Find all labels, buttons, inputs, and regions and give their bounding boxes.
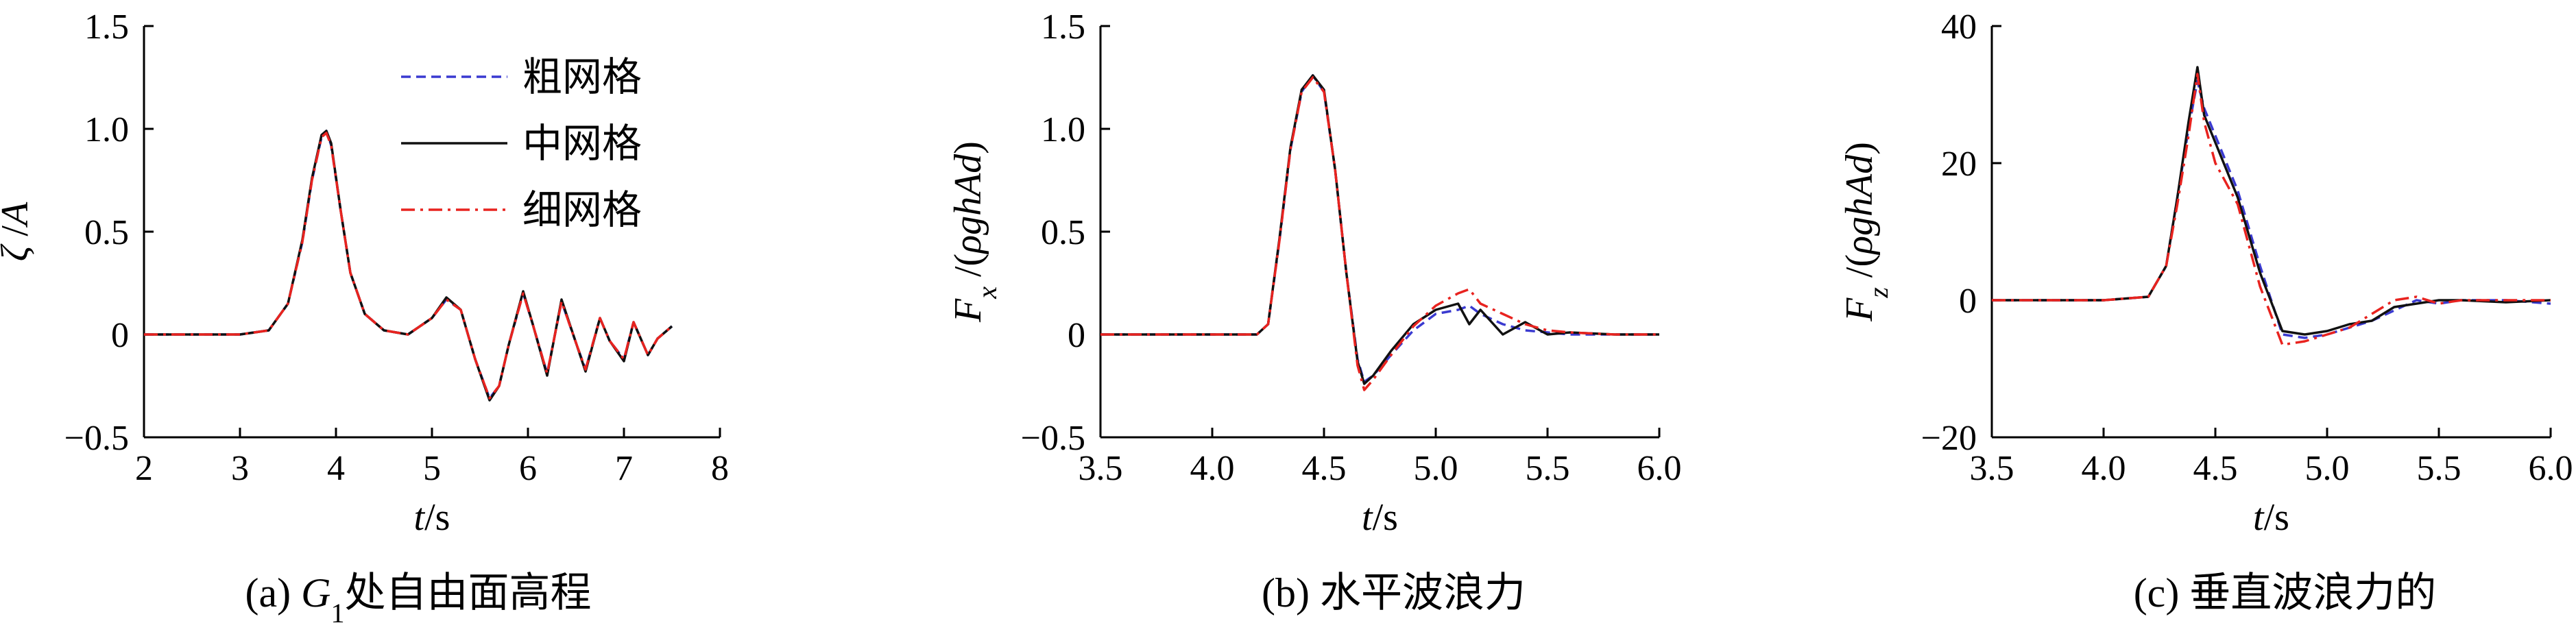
x-tick-label: 4.5 [2193, 449, 2238, 488]
panel-caption: (a) G1处自由面高程 [245, 570, 592, 629]
x-tick-label: 6 [519, 449, 537, 488]
panel-c-vertical-wave-force: 3.5 4.0 4.5 5.0 5.5 6.0 −20 0 20 40 t/s Fz /(ρghAd)… [1838, 8, 2573, 615]
x-tick-label: 5 [423, 449, 441, 488]
y-tick-label: −20 [1921, 419, 1977, 458]
x-tick-label: 5.0 [2305, 449, 2350, 488]
series-line-3 [1992, 73, 2551, 346]
legend-label-1: 粗网格 [522, 55, 642, 99]
x-tick-label: 5.5 [1526, 449, 1570, 488]
x-tick-label: 5.0 [1414, 449, 1458, 488]
y-tick-label: −0.5 [1021, 419, 1085, 458]
x-tick-label: 7 [615, 449, 633, 488]
x-tick-label: 4.0 [1190, 449, 1235, 488]
y-tick-label: 0 [1959, 282, 1977, 321]
y-axis-label: ζ /A [0, 202, 36, 261]
series-line-2 [144, 130, 673, 402]
y-tick-label: 1.5 [84, 8, 129, 47]
series-line-1 [1100, 74, 1659, 383]
x-tick-label: 3 [231, 449, 249, 488]
series-line-3 [144, 132, 673, 400]
x-tick-label: 2 [135, 449, 153, 488]
x-tick-label: 3.5 [1079, 449, 1123, 488]
y-tick-label: 0 [111, 316, 129, 355]
legend-label-2: 中网格 [522, 121, 642, 166]
y-tick-label: 40 [1941, 8, 1977, 47]
x-tick-label: 4.0 [2082, 449, 2126, 488]
panel-caption: (c) 垂直波浪力的 [2134, 570, 2437, 615]
y-tick-label: 1.5 [1041, 8, 1085, 47]
y-tick-label: −0.5 [64, 419, 129, 458]
series-line-3 [1100, 76, 1659, 391]
y-axis-label: Fz /(ρghAd) [1838, 142, 1894, 322]
panel-a-free-surface-elevation: 2 3 4 5 6 7 8 −0.5 0 0.5 1.0 1.5 t/s ζ /A (a) G1处自由面高程… [0, 8, 729, 629]
x-axis-label: t/s [414, 496, 450, 539]
series-line-2 [1100, 74, 1659, 385]
series-line-2 [1992, 66, 2551, 336]
y-tick-label: 1.0 [1041, 110, 1085, 149]
x-tick-label: 4.5 [1302, 449, 1347, 488]
x-axis-label: t/s [1362, 496, 1398, 539]
x-axis-label: t/s [2253, 496, 2289, 539]
y-tick-label: 0.5 [1041, 213, 1085, 252]
y-axis-label: Fx /(ρghAd) [947, 141, 1002, 323]
x-tick-label: 5.5 [2417, 449, 2461, 488]
x-tick-label: 4 [327, 449, 345, 488]
panel-b-horizontal-wave-force: 3.5 4.0 4.5 5.0 5.5 6.0 −0.5 0 0.5 1.0 1.5 t/s Fx /(… [947, 8, 1682, 615]
x-tick-label: 3.5 [1970, 449, 2014, 488]
y-tick-label: 0.5 [84, 213, 129, 252]
y-tick-label: 20 [1941, 145, 1977, 184]
y-tick-label: 0 [1068, 316, 1085, 355]
y-tick-label: 1.0 [84, 110, 129, 149]
x-tick-label: 8 [711, 449, 729, 488]
x-tick-label: 6.0 [2529, 449, 2573, 488]
x-tick-label: 6.0 [1637, 449, 1682, 488]
panel-caption: (b) 水平波浪力 [1262, 570, 1526, 615]
series-line-1 [144, 130, 673, 400]
legend-label-3: 细网格 [522, 188, 642, 232]
